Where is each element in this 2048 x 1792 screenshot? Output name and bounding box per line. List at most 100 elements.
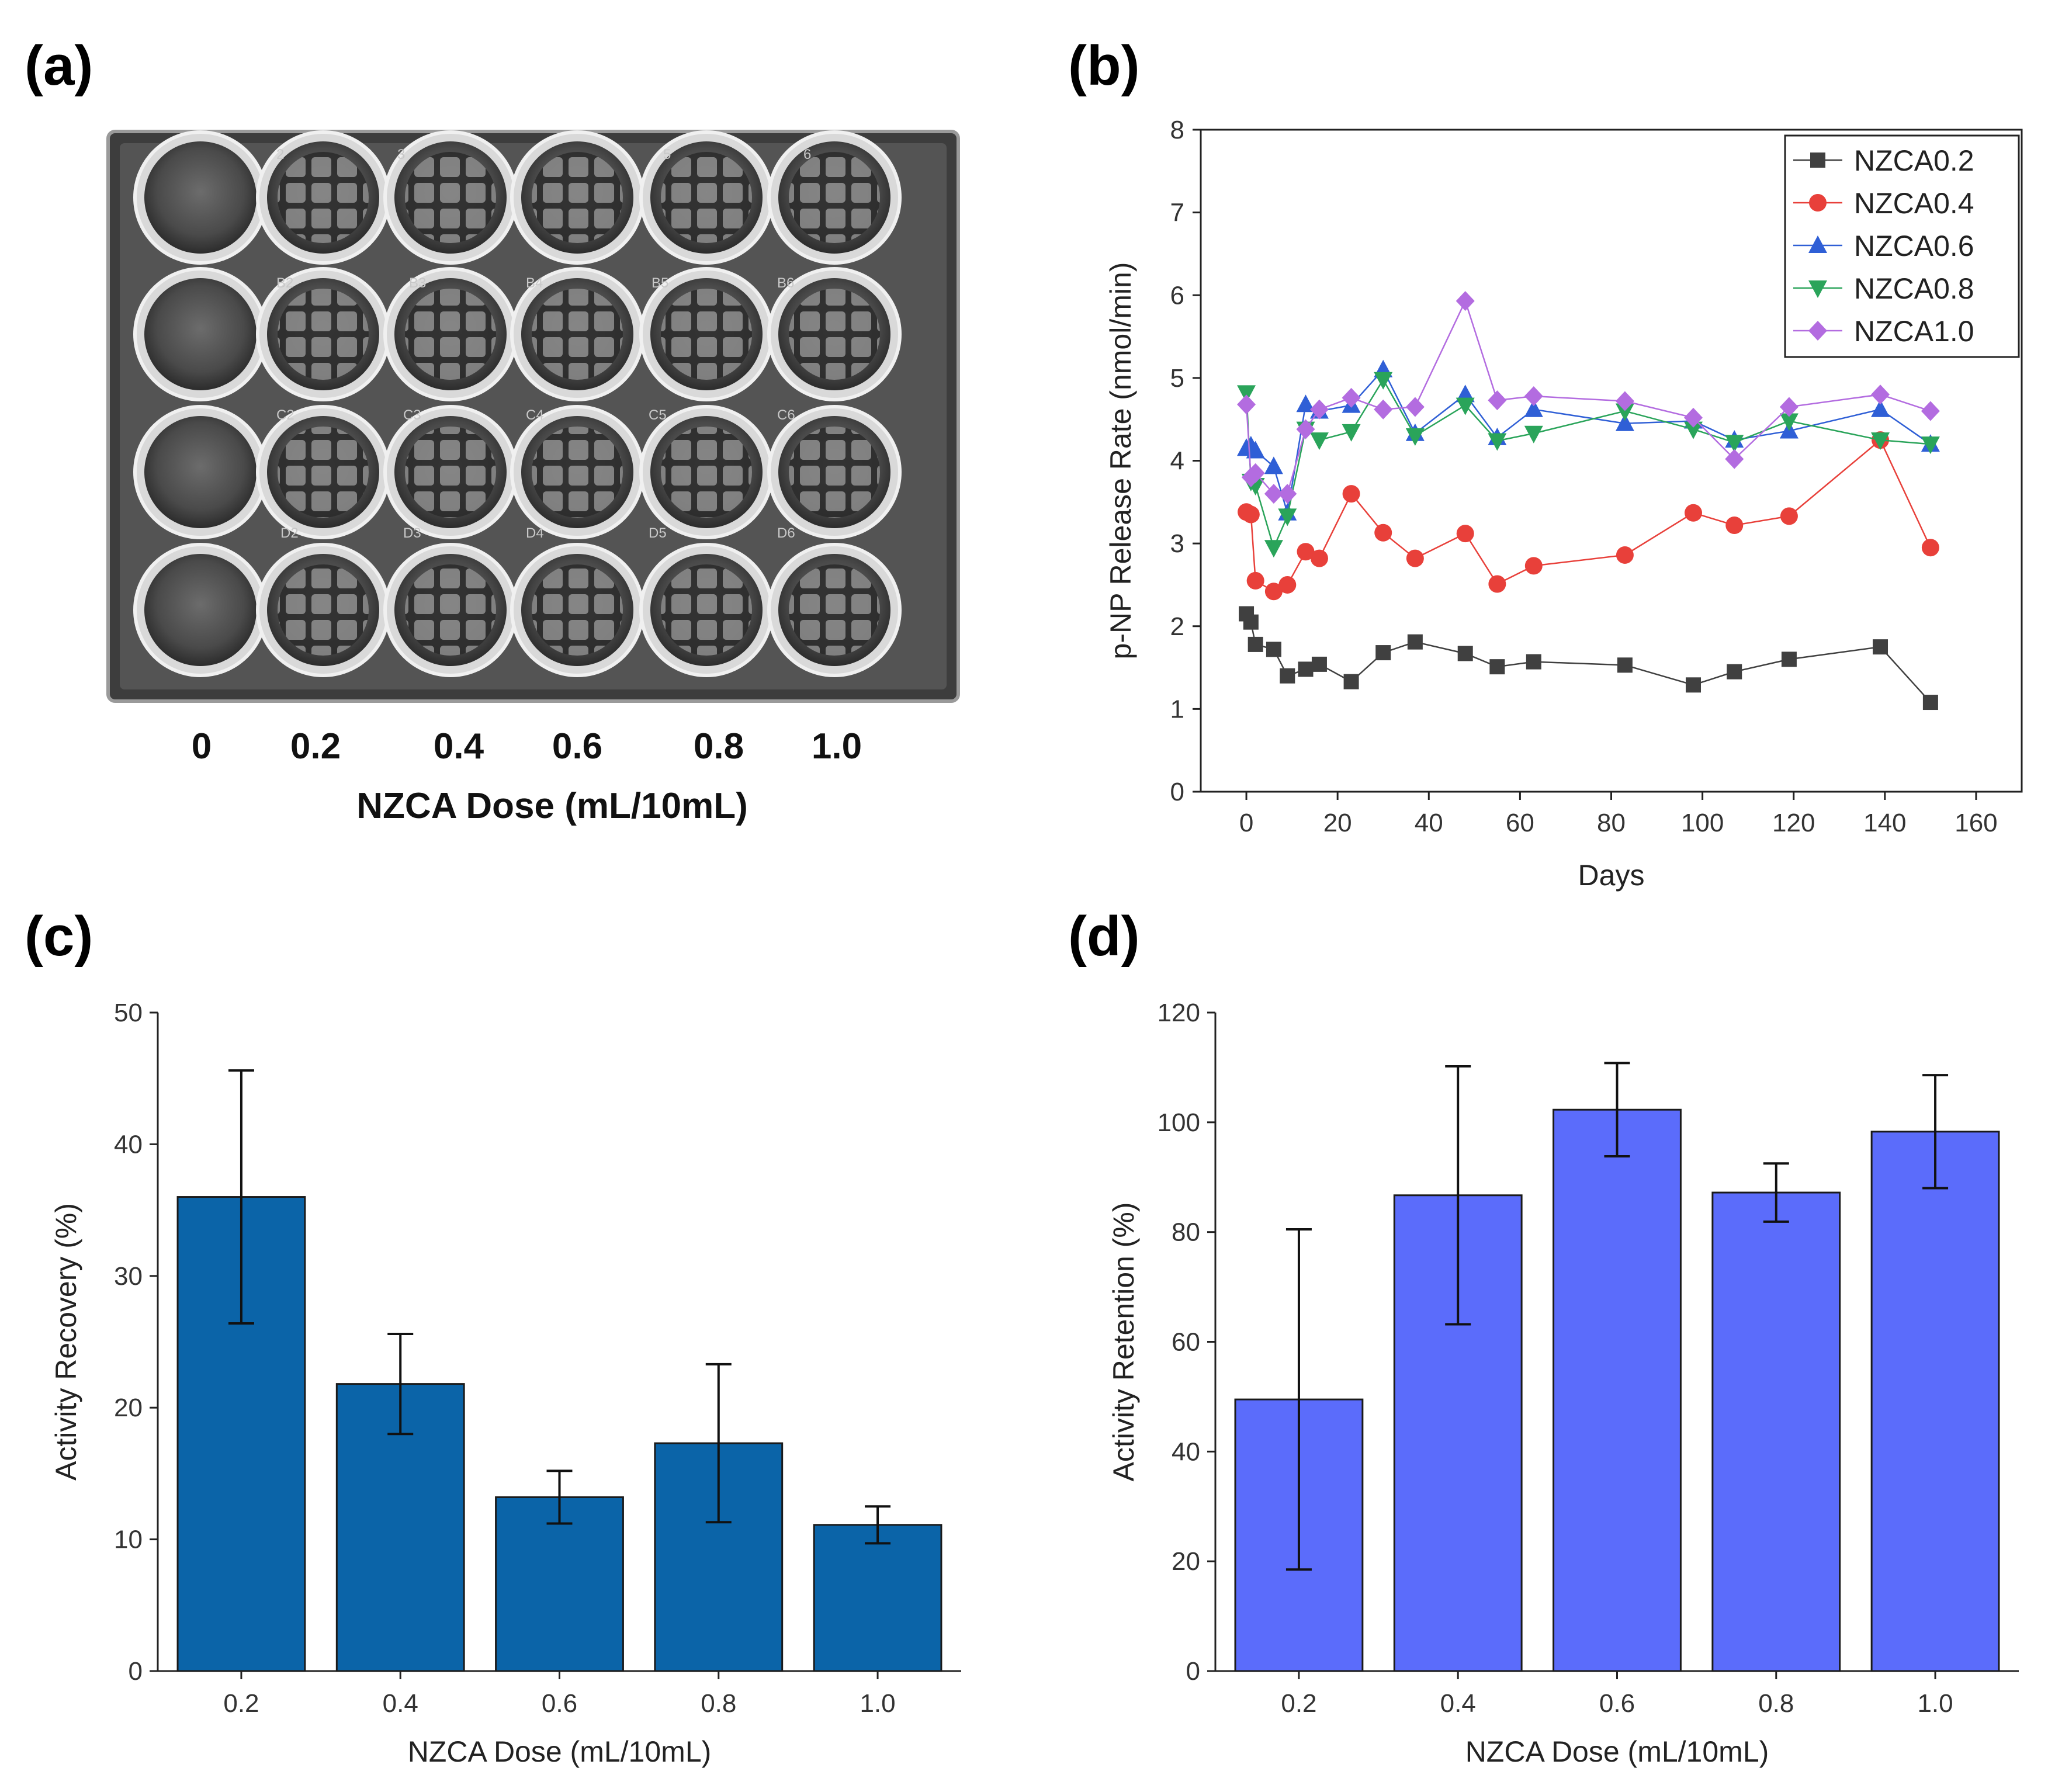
dose-tick-label: 0.4 [434,726,484,767]
scaffold-grid [278,152,369,243]
x-tick-label: 0.4 [1440,1689,1476,1718]
data-point [1374,524,1392,542]
well-interior [144,554,257,666]
data-point [1405,428,1425,446]
data-point [1280,668,1295,684]
data-point [1871,399,1890,417]
y-tick-label: 30 [114,1262,143,1291]
dose-tick-label: 0.2 [290,726,341,767]
well-label: 2 [276,147,284,162]
data-point [1686,677,1701,693]
data-point [1297,543,1315,561]
data-point [1873,639,1888,655]
scaffold-grid [278,564,369,656]
bar [813,1524,942,1672]
x-axis-title: NZCA Dose (mL/10mL) [1465,1735,1769,1768]
scaffold-grid [789,427,880,518]
scaffold-grid [278,289,369,380]
well-plate-photo: 2 3 5 6 B2 B3 B4 B5 B6 C2 C3 C4 C5 C6 D2 D3 D4 D5 D6 [106,130,960,703]
data-point [1406,549,1424,567]
y-tick-label: 3 [1170,529,1184,558]
data-point [1298,661,1314,677]
y-tick-label: 1 [1170,695,1184,723]
panel-c-label: (c) [25,905,93,968]
data-point [1524,425,1543,443]
well-label: 6 [803,147,811,162]
data-point [1311,656,1327,672]
data-point [1374,372,1393,390]
scaffold-grid [661,564,752,656]
x-axis-title: Days [1578,859,1645,892]
data-point [1616,546,1634,564]
data-point [1808,280,1827,298]
data-point [1278,484,1297,504]
scaffold-grid [405,289,496,380]
scaffold-grid [789,289,880,380]
data-point [1247,636,1263,652]
well-label: D3 [403,525,421,541]
y-tick-label: 4 [1170,447,1184,476]
data-point [1456,397,1475,415]
data-point [1264,540,1283,558]
data-point [1243,614,1259,630]
panel-b-label: (b) [1068,34,1140,97]
x-tick-label: 20 [1323,809,1352,837]
x-tick-label: 0.8 [1758,1689,1794,1718]
well-label: B3 [409,275,426,291]
data-point [1457,646,1473,661]
data-point [1524,557,1543,575]
scaffold-grid [405,564,496,656]
data-point [1871,432,1890,450]
data-point [1278,576,1297,594]
y-axis-title: Activity Retention (%) [1107,1202,1140,1482]
data-point [1374,399,1393,420]
data-point [1264,583,1283,601]
panel-a-xlabel: NZCA Dose (mL/10mL) [356,786,747,826]
x-tick-label: 160 [1955,809,1997,837]
data-point [1310,549,1328,567]
y-tick-label: 120 [1158,999,1200,1027]
data-point [1810,152,1825,168]
series-NZCA0.2 [1239,606,1938,710]
data-point [1246,571,1264,590]
y-tick-label: 0 [129,1657,143,1686]
data-point [1309,432,1329,450]
x-tick-label: 60 [1506,809,1534,837]
x-axis-title: NZCA Dose (mL/10mL) [408,1735,712,1768]
data-point [1242,505,1260,524]
data-point [1343,674,1359,689]
data-point [1264,484,1283,504]
data-point [1922,695,1938,710]
x-tick-label: 100 [1681,809,1724,837]
data-point [1342,387,1361,408]
data-point [1684,421,1703,439]
bar [495,1496,624,1672]
data-point [1725,435,1744,453]
data-point [1246,463,1265,483]
data-point [1342,424,1361,442]
y-tick-label: 8 [1170,116,1184,144]
well-label: C4 [526,407,544,423]
y-tick-label: 7 [1170,199,1184,227]
y-tick-label: 100 [1158,1108,1200,1137]
y-tick-label: 0 [1186,1657,1200,1686]
dose-tick-label: 0.8 [694,726,744,767]
data-point [1809,194,1827,212]
data-point [1375,645,1391,661]
data-point [1808,321,1827,341]
well-label: B2 [276,275,293,291]
well-label: 5 [663,147,671,162]
well-interior [144,278,257,390]
legend-box [1784,134,2020,358]
dose-tick-label: 0 [192,726,212,767]
bar [1870,1131,2000,1672]
well-label: C2 [276,407,294,423]
data-point [1615,403,1634,421]
data-point [1407,634,1423,650]
y-tick-label: 40 [1172,1437,1200,1466]
data-point [1264,456,1283,474]
legend-label: NZCA1.0 [1854,315,1974,348]
data-point [1921,539,1939,557]
y-tick-label: 5 [1170,364,1184,393]
data-point [1524,399,1543,417]
